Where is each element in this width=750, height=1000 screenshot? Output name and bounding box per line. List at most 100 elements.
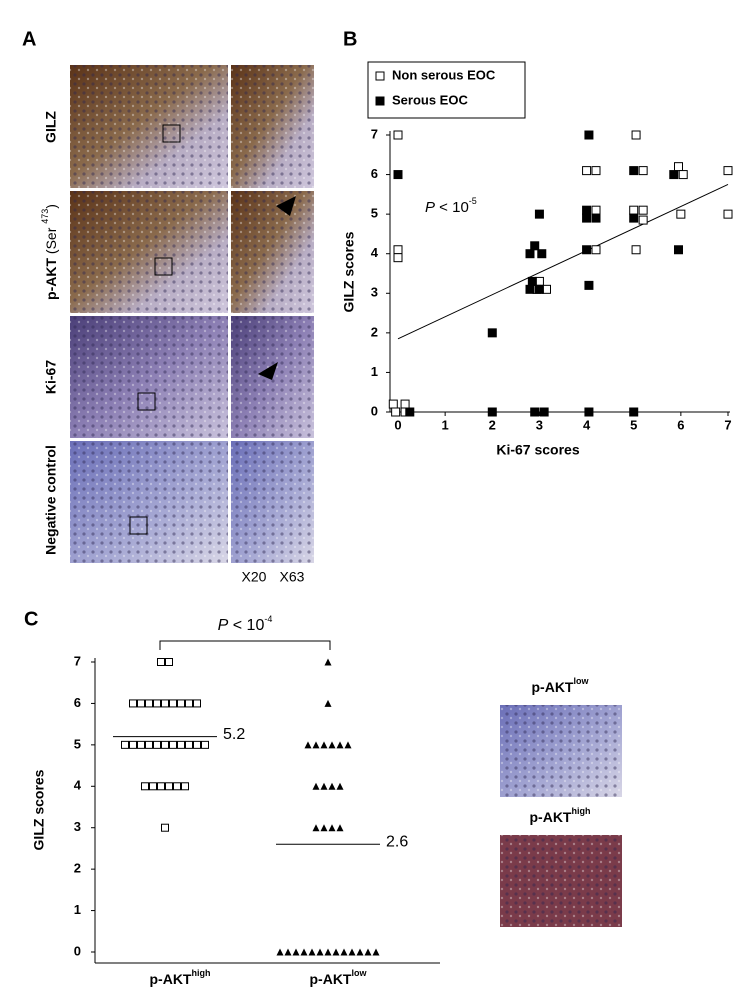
scatter-chart: P < 10-5 Ki-67 scores GILZ scores 0 1 2 3 4 5… <box>341 61 733 458</box>
annotation-text: < 10 <box>435 199 469 216</box>
y-tick-label: 2 <box>371 324 378 339</box>
y-tick-label: 6 <box>74 695 81 710</box>
point <box>525 284 535 294</box>
point <box>638 215 648 225</box>
point <box>332 948 340 956</box>
inset-label-sup: high <box>572 806 591 816</box>
point <box>145 740 153 749</box>
annotation: P < 10-5 <box>425 196 477 216</box>
point <box>165 658 173 666</box>
x-tick-label: 4 <box>583 417 591 432</box>
point <box>388 399 398 409</box>
annotation-sup: -5 <box>469 196 477 206</box>
image-texture <box>231 65 314 188</box>
category-sup: high <box>192 968 211 978</box>
point <box>669 170 679 180</box>
point <box>723 166 733 176</box>
zoom-box <box>162 124 181 143</box>
point <box>582 205 592 215</box>
point <box>364 948 372 956</box>
category-base: p-AKT <box>150 971 192 987</box>
point <box>584 130 594 140</box>
x-tick-label: p-AKThigh <box>150 968 211 986</box>
legend-label: Serous EOC <box>392 92 468 107</box>
point <box>185 740 193 749</box>
point <box>674 162 683 172</box>
point <box>336 824 344 832</box>
point <box>582 213 592 223</box>
point <box>320 824 328 832</box>
y-tick-label: 7 <box>74 653 81 668</box>
point <box>678 170 688 180</box>
annotation-italic: P <box>218 617 229 634</box>
point <box>177 740 185 749</box>
x-tick-label: 0 <box>394 417 401 432</box>
annotation-text: < 10 <box>228 617 264 634</box>
row-label-sup: 473 <box>40 209 50 224</box>
point <box>405 407 415 417</box>
point <box>157 782 165 791</box>
point <box>157 658 165 666</box>
point <box>372 948 380 956</box>
point <box>356 948 364 956</box>
point <box>629 205 639 215</box>
point <box>631 130 641 140</box>
category-sup: low <box>352 968 368 978</box>
panel-label: A <box>22 28 36 50</box>
y-axis-label: GILZ scores <box>341 231 357 312</box>
point <box>193 740 201 749</box>
point <box>539 407 549 417</box>
point <box>181 782 189 791</box>
point <box>324 658 332 666</box>
point <box>391 407 401 417</box>
point <box>629 213 639 223</box>
point <box>400 399 410 409</box>
point <box>169 699 177 708</box>
point <box>320 782 328 790</box>
dot-chart: P < 10-4 GILZ scores p-AKThigh p-AKTlow … <box>31 614 440 987</box>
point <box>161 740 169 749</box>
point <box>312 782 320 790</box>
row-label-close: ) <box>43 204 59 209</box>
point <box>137 740 145 749</box>
point <box>591 166 601 176</box>
point <box>324 948 332 956</box>
point <box>308 948 316 956</box>
legend-label: Non serous EOC <box>392 67 496 82</box>
point <box>169 740 177 749</box>
point <box>145 699 153 708</box>
y-tick-label: 0 <box>74 943 81 958</box>
point <box>201 740 209 749</box>
y-tick-label: 1 <box>371 364 378 379</box>
point <box>328 782 336 790</box>
y-tick-label: 2 <box>74 861 81 876</box>
point <box>638 166 648 176</box>
y-tick-label: 3 <box>371 285 378 300</box>
point <box>530 407 540 417</box>
point <box>393 170 403 180</box>
image-texture <box>70 191 228 313</box>
point <box>487 407 497 417</box>
point <box>300 948 308 956</box>
point <box>348 948 356 956</box>
point <box>393 130 403 140</box>
x-tick-label: 6 <box>677 417 684 432</box>
point <box>534 284 544 294</box>
legend-marker <box>375 96 385 106</box>
row-label: GILZ <box>43 111 59 143</box>
category-base: p-AKT <box>310 971 352 987</box>
image-texture <box>70 316 228 438</box>
annotation-sup: -4 <box>264 614 272 624</box>
inset-label-base: p-AKT <box>530 809 572 825</box>
point <box>582 166 592 176</box>
x-axis-label: Ki-67 scores <box>496 442 579 458</box>
annotation-italic: P <box>425 199 435 216</box>
image-texture <box>231 441 314 563</box>
y-tick-label: 1 <box>74 902 81 917</box>
point <box>591 213 601 223</box>
point <box>304 741 312 749</box>
y-axis-label: GILZ scores <box>31 769 47 850</box>
point <box>487 328 497 338</box>
y-tick-label: 4 <box>74 778 82 793</box>
point <box>312 741 320 749</box>
